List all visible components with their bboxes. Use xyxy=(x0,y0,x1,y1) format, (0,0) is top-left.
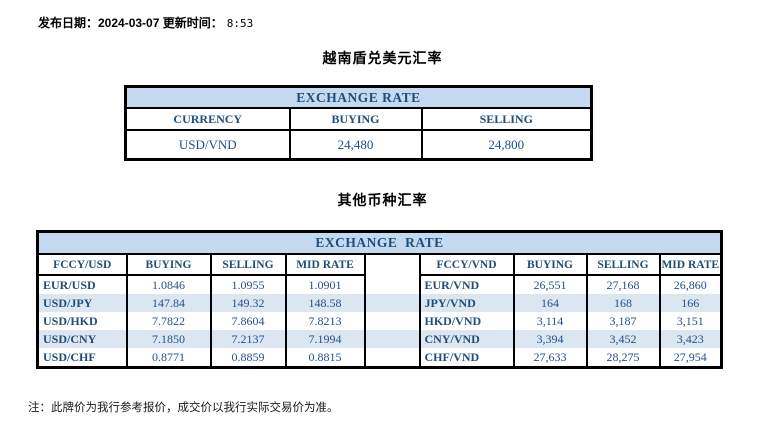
column-header-buying: BUYING xyxy=(288,107,423,131)
table-row: USD/HKD 7.7822 7.8604 7.8213 HKD/VND 3,1… xyxy=(36,312,722,330)
column-header-selling: SELLING xyxy=(209,254,286,276)
selling-cell: 0.8859 xyxy=(209,348,286,368)
mid-rate-cell: 7.8213 xyxy=(284,312,365,330)
selling-cell: 7.2137 xyxy=(209,330,286,348)
buying-cell: 3,114 xyxy=(512,312,587,330)
other-rates-table: EXCHANGE RATE FCCY/USD BUYING SELLING MI… xyxy=(36,230,723,369)
usd-vnd-rate-table: EXCHANGE RATE CURRENCY BUYING SELLING US… xyxy=(124,85,593,161)
buying-cell: 7.7822 xyxy=(125,312,211,330)
buying-cell: 7.1850 xyxy=(125,330,211,348)
currency-pair-cell: JPY/VND xyxy=(418,294,514,312)
buying-cell: 0.8771 xyxy=(125,348,211,368)
column-header-currency: CURRENCY xyxy=(124,107,291,131)
selling-cell: 24,800 xyxy=(420,129,593,161)
spacer-cell xyxy=(363,312,420,330)
mid-rate-cell: 27,954 xyxy=(658,348,722,368)
selling-cell: 168 xyxy=(585,294,660,312)
column-header-selling: SELLING xyxy=(585,254,660,276)
buying-cell: 164 xyxy=(512,294,587,312)
buying-cell: 26,551 xyxy=(512,275,587,294)
spacer-cell xyxy=(363,330,420,348)
currency-pair-cell: USD/CNY xyxy=(36,330,127,348)
publish-date-text: 发布日期：2024-03-07 更新时间： xyxy=(38,16,223,30)
buying-cell: 24,480 xyxy=(288,129,423,161)
table-row: USD/CNY 7.1850 7.2137 7.1994 CNY/VND 3,3… xyxy=(36,330,722,348)
other-currency-section-title: 其他币种汇率 xyxy=(337,192,428,208)
mid-rate-cell: 7.1994 xyxy=(284,330,365,348)
spacer-cell xyxy=(363,254,420,275)
currency-pair-cell: USD/VND xyxy=(124,129,291,161)
spacer-cell xyxy=(363,348,420,368)
currency-pair-cell: USD/CHF xyxy=(36,348,127,368)
selling-cell: 27,168 xyxy=(585,275,660,294)
mid-rate-cell: 3,151 xyxy=(658,312,722,330)
table-row: USD/CHF 0.8771 0.8859 0.8815 CHF/VND 27,… xyxy=(36,348,722,368)
selling-cell: 28,275 xyxy=(585,348,660,368)
mid-rate-cell: 166 xyxy=(658,294,722,312)
mid-rate-cell: 148.58 xyxy=(284,294,365,312)
column-header-fccy-usd: FCCY/USD xyxy=(36,254,127,276)
exchange-rate-banner: EXCHANGE RATE xyxy=(124,85,593,109)
column-header-mid-rate: MID RATE xyxy=(658,254,722,276)
currency-pair-cell: EUR/VND xyxy=(418,275,514,294)
update-time: 8:53 xyxy=(226,17,254,30)
column-header-fccy-vnd: FCCY/VND xyxy=(418,254,514,276)
mid-rate-cell: 3,423 xyxy=(658,330,722,348)
footnote: 注：此牌价为我行参考报价，成交价以我行实际交易价为准。 xyxy=(28,402,339,414)
buying-cell: 27,633 xyxy=(512,348,587,368)
publish-info: 发布日期：2024-03-07 更新时间： 8:53 xyxy=(38,14,253,31)
currency-pair-cell: EUR/USD xyxy=(36,275,127,294)
currency-pair-cell: CHF/VND xyxy=(418,348,514,368)
selling-cell: 3,187 xyxy=(585,312,660,330)
currency-pair-cell: HKD/VND xyxy=(418,312,514,330)
buying-cell: 3,394 xyxy=(512,330,587,348)
exchange-rate-banner: EXCHANGE RATE xyxy=(37,231,722,255)
table-row: USD/VND 24,480 24,800 xyxy=(124,129,593,161)
selling-cell: 1.0955 xyxy=(209,275,286,294)
column-header-selling: SELLING xyxy=(420,107,593,131)
column-header-buying: BUYING xyxy=(512,254,587,276)
mid-rate-cell: 1.0901 xyxy=(284,275,365,294)
currency-pair-cell: USD/HKD xyxy=(36,312,127,330)
mid-rate-cell: 26,860 xyxy=(658,275,722,294)
spacer-cell xyxy=(363,275,420,294)
currency-pair-cell: USD/JPY xyxy=(36,294,127,312)
buying-cell: 1.0846 xyxy=(125,275,211,294)
spacer-cell xyxy=(363,294,420,312)
selling-cell: 3,452 xyxy=(585,330,660,348)
currency-pair-cell: CNY/VND xyxy=(418,330,514,348)
usd-vnd-section-title: 越南盾兑美元汇率 xyxy=(322,50,443,66)
mid-rate-cell: 0.8815 xyxy=(284,348,365,368)
selling-cell: 7.8604 xyxy=(209,312,286,330)
column-header-mid-rate: MID RATE xyxy=(284,254,365,276)
table-row: USD/JPY 147.84 149.32 148.58 JPY/VND 164… xyxy=(36,294,722,312)
column-header-buying: BUYING xyxy=(125,254,211,276)
table-row: EUR/USD 1.0846 1.0955 1.0901 EUR/VND 26,… xyxy=(36,275,722,294)
selling-cell: 149.32 xyxy=(209,294,286,312)
buying-cell: 147.84 xyxy=(125,294,211,312)
